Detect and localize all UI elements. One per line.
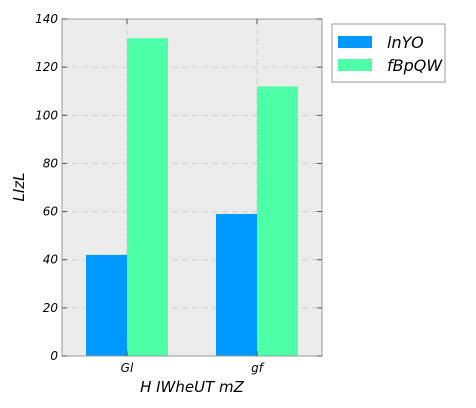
- legend-swatch-lnYO: [338, 36, 372, 48]
- y-tick-label: 80: [43, 156, 59, 170]
- legend-label-fBpQW: fBpQW: [387, 56, 443, 75]
- bar-fBpQW-Gl: [127, 38, 168, 356]
- legend-box: [331, 23, 446, 83]
- y-tick-label: 140: [35, 12, 58, 26]
- y-axis-label: LIzL: [10, 172, 28, 201]
- y-tick-label: 100: [35, 108, 58, 122]
- bar-fBpQW-gf: [257, 86, 298, 357]
- plot-frame: [61, 18, 323, 357]
- x-tick-label: Gl: [121, 361, 134, 375]
- bar-lnYO-gf: [216, 213, 257, 356]
- y-tick-label: 120: [35, 60, 58, 74]
- x-tick-label: gf: [251, 361, 265, 375]
- y-tick-label: 60: [43, 205, 59, 219]
- y-tick-label: 0: [50, 349, 58, 363]
- bar-lnYO-Gl: [86, 254, 127, 356]
- axis-ticks: 0 20 40 60 80 100 120 140 Gl gf: [35, 12, 322, 375]
- legend: lnYO fBpQW: [331, 23, 446, 83]
- legend-label-lnYO: lnYO: [387, 33, 424, 52]
- x-axis-label: H IWheUT mZ: [140, 378, 245, 396]
- legend-swatch-fBpQW: [338, 59, 372, 71]
- bars: [86, 38, 298, 357]
- y-tick-label: 20: [43, 301, 59, 315]
- y-tick-label: 40: [43, 253, 59, 267]
